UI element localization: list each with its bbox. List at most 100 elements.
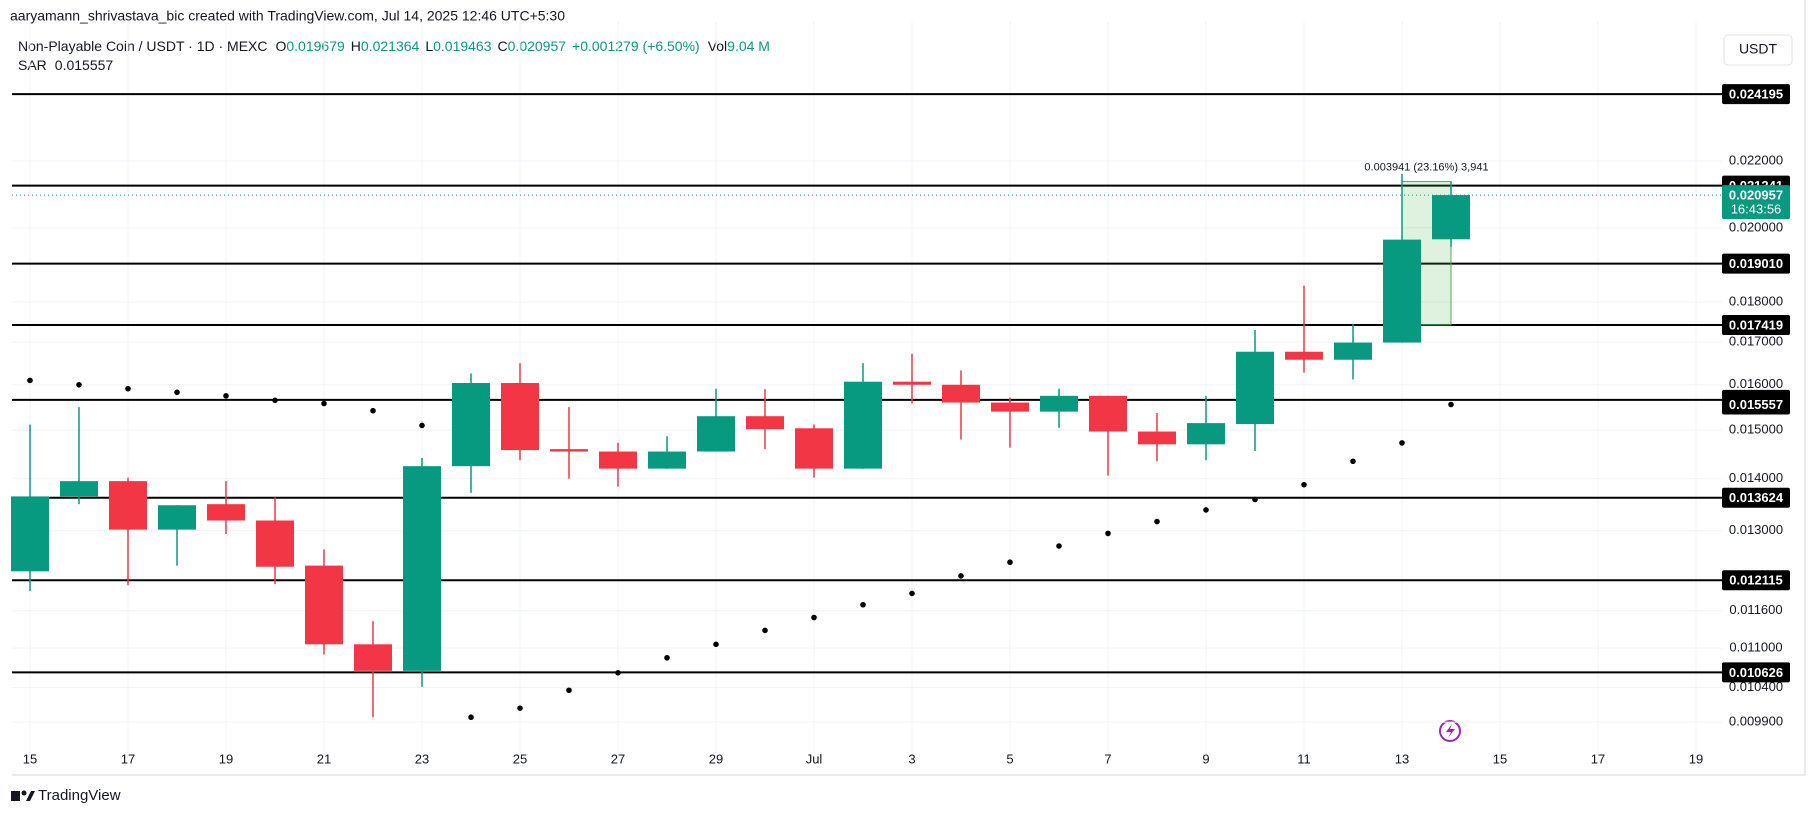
candle-body bbox=[354, 644, 392, 671]
sar-dot bbox=[517, 705, 523, 711]
level-label-box bbox=[1722, 84, 1790, 105]
candle-body bbox=[1432, 195, 1470, 240]
y-tick-label: 0.011600 bbox=[1729, 602, 1782, 617]
logo-mark bbox=[11, 790, 35, 801]
symbol: Non-Playable Coin / USDT · 1D · MEXC bbox=[18, 38, 267, 54]
currency[interactable]: USDT bbox=[1739, 41, 1778, 57]
sar-dot bbox=[419, 422, 425, 429]
sar-dot bbox=[1399, 440, 1405, 446]
sar-dot bbox=[1007, 559, 1013, 566]
vol-value: 9.04 M bbox=[727, 38, 770, 54]
sar-dot bbox=[909, 590, 915, 597]
x-tick-label: 13 bbox=[1395, 751, 1409, 766]
candle-body bbox=[1089, 395, 1127, 432]
candle-body bbox=[1138, 431, 1176, 445]
sar-dot bbox=[370, 407, 376, 414]
candle-body bbox=[1383, 239, 1421, 343]
countdown: 16:43:56 bbox=[1731, 202, 1782, 217]
candle-body bbox=[1334, 342, 1372, 360]
x-tick-label: 15 bbox=[23, 751, 37, 766]
sar-dot bbox=[125, 385, 131, 392]
level-label: 0.019010 bbox=[1729, 256, 1783, 271]
candle-body bbox=[648, 451, 686, 469]
candle-body bbox=[893, 381, 931, 385]
x-tick-label: Jul bbox=[806, 751, 823, 766]
sar-price-label-box bbox=[1722, 394, 1790, 415]
candle-body bbox=[11, 496, 49, 572]
sar-dot bbox=[566, 687, 572, 694]
sar-dot bbox=[713, 641, 719, 648]
level-label: 0.024195 bbox=[1729, 87, 1783, 102]
h-label: H bbox=[351, 38, 361, 54]
open-value: 0.019679 bbox=[286, 38, 345, 54]
candle-body bbox=[991, 402, 1029, 412]
y-tick-label: 0.013000 bbox=[1729, 522, 1783, 537]
x-tick-label: 21 bbox=[317, 751, 331, 766]
candle-body bbox=[305, 565, 343, 645]
x-tick-label: 17 bbox=[121, 751, 135, 766]
sar-dot bbox=[1203, 507, 1209, 513]
sar-dot bbox=[272, 397, 278, 404]
y-tick-label: 0.022000 bbox=[1729, 152, 1783, 167]
y-tick-label: 0.015000 bbox=[1729, 422, 1783, 437]
x-tick-label: 3 bbox=[908, 751, 915, 766]
x-tick-label: 7 bbox=[1104, 751, 1111, 766]
candle-body bbox=[109, 481, 147, 530]
c-label: C bbox=[498, 38, 508, 54]
candle-body bbox=[795, 428, 833, 469]
candle-body bbox=[697, 416, 735, 452]
attribution: aaryamann_shrivastava_bic created with T… bbox=[10, 8, 565, 24]
sar-dot bbox=[27, 377, 33, 384]
level-label-box bbox=[1722, 570, 1790, 591]
x-tick-label: 19 bbox=[1689, 751, 1703, 766]
level-label-box bbox=[1722, 315, 1790, 336]
sar-dot bbox=[615, 670, 621, 676]
sar-dot bbox=[321, 400, 327, 407]
level-label-box bbox=[1722, 662, 1790, 683]
sar-dot bbox=[1350, 458, 1356, 465]
candle-body bbox=[403, 466, 441, 671]
legend: Non-Playable Coin / USDT · 1D · MEXC O0.0… bbox=[18, 38, 770, 54]
price-label: 0.020957 bbox=[1729, 188, 1783, 203]
currency-button[interactable] bbox=[1723, 34, 1793, 66]
y-tick-label: 0.014000 bbox=[1729, 470, 1783, 485]
sar-dot bbox=[1252, 496, 1258, 503]
level-label: 0.010626 bbox=[1729, 665, 1783, 680]
y-tick-label: 0.010400 bbox=[1729, 679, 1783, 694]
sar-dot bbox=[664, 654, 670, 661]
level-label-box bbox=[1722, 253, 1790, 274]
sar-dot bbox=[468, 714, 474, 721]
sar-dot bbox=[811, 614, 817, 621]
sar-value: 0.015557 bbox=[55, 57, 114, 73]
candle-body bbox=[599, 451, 637, 469]
y-tick-label: 0.017000 bbox=[1729, 334, 1783, 349]
x-tick-label: 15 bbox=[1493, 751, 1507, 766]
vol-label: Vol bbox=[708, 38, 727, 54]
x-tick-label: 23 bbox=[415, 751, 429, 766]
sar-dot bbox=[762, 627, 768, 634]
sar-dot bbox=[174, 389, 180, 396]
candle-body bbox=[1285, 351, 1323, 360]
sar-dot bbox=[1448, 401, 1454, 408]
y-tick-label: 0.016000 bbox=[1729, 376, 1783, 391]
x-tick-label: 29 bbox=[709, 751, 723, 766]
candle-body bbox=[1187, 423, 1225, 445]
level-label-box bbox=[1722, 487, 1790, 508]
l-label: L bbox=[425, 38, 433, 54]
candle-body bbox=[452, 383, 490, 467]
sar-dot bbox=[76, 381, 82, 388]
candle-body bbox=[256, 520, 294, 567]
candle-body bbox=[158, 505, 196, 530]
measure-label: 0.003941 (23.16%) 3,941 bbox=[1364, 161, 1488, 173]
sar-dot bbox=[1056, 543, 1062, 549]
x-tick-label: 27 bbox=[611, 751, 625, 766]
y-tick-label: 0.018000 bbox=[1729, 293, 1783, 308]
x-tick-label: 5 bbox=[1006, 751, 1013, 766]
sar-dot bbox=[223, 393, 229, 399]
level-label: 0.012115 bbox=[1729, 573, 1783, 588]
high-value: 0.021364 bbox=[361, 38, 420, 54]
price-label-box bbox=[1722, 185, 1790, 220]
sar-dot bbox=[860, 601, 866, 608]
